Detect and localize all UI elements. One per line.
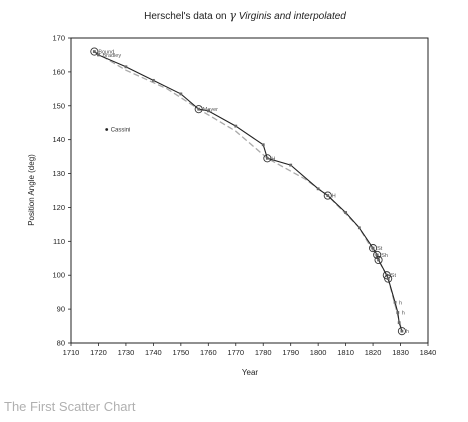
observation-point	[396, 311, 400, 314]
x-tick-label: 1740	[145, 348, 162, 357]
interpolated-line	[94, 50, 403, 332]
observation-label: Mayer	[203, 107, 218, 113]
x-tick-label: 1800	[310, 348, 327, 357]
observation-label: h	[399, 300, 402, 306]
observation-point	[316, 187, 320, 191]
observation-point	[393, 300, 397, 304]
y-axis-label: Position Angle (deg)	[27, 154, 36, 226]
observation-label: h	[402, 311, 405, 317]
observation-point	[151, 78, 155, 82]
x-tick-label: 1780	[255, 348, 272, 357]
observation-ring	[194, 105, 203, 114]
observation-label: St	[391, 273, 397, 279]
x-axis-label: Year	[242, 368, 259, 377]
observation-point	[357, 226, 361, 230]
figure-caption: The First Scatter Chart	[4, 399, 136, 414]
y-axis: 80 90 100 110 120 130 140 150 160 170	[52, 34, 71, 348]
observation-point	[197, 107, 201, 111]
y-tick-label: 80	[57, 339, 65, 348]
observation-ring	[369, 244, 378, 253]
observation-label: Bound	[98, 50, 114, 56]
observation-ring	[397, 327, 406, 336]
x-tick-label: 1720	[90, 348, 107, 357]
observation-point	[179, 92, 183, 96]
observation-ring	[384, 274, 393, 283]
outlier-label: Cassini	[111, 128, 131, 134]
observation-ring	[373, 250, 382, 259]
y-tick-label: 160	[52, 67, 65, 76]
x-tick-label: 1730	[118, 348, 135, 357]
observation-point	[400, 329, 404, 333]
outlier-point	[105, 128, 109, 131]
observation-point	[265, 156, 269, 160]
x-axis: 1710 1720 1730 1740 1750 1760 1770 1780 1790 1800…	[63, 343, 437, 357]
y-tick-label: 120	[52, 203, 65, 212]
y-tick-label: 150	[52, 101, 65, 110]
scatter-chart: Herschel's data on γ Virginis and interp…	[27, 9, 437, 377]
observation-point	[97, 53, 100, 57]
x-tick-label: 1760	[200, 348, 217, 357]
observation-point	[326, 194, 330, 197]
x-tick-label: 1750	[173, 348, 190, 357]
observation-point	[375, 253, 379, 257]
x-tick-label: 1840	[420, 348, 437, 357]
x-tick-label: 1710	[63, 348, 80, 357]
observation-point	[289, 163, 293, 167]
observation-point	[124, 65, 128, 69]
observation-point	[371, 246, 375, 250]
observation-label: h	[406, 329, 409, 335]
y-tick-label: 140	[52, 135, 65, 144]
observation-label: H	[271, 156, 275, 162]
x-tick-label: 1810	[337, 348, 354, 357]
observation-ring	[323, 191, 332, 200]
y-tick-label: 130	[52, 169, 65, 178]
observed-line	[93, 51, 403, 332]
y-tick-label: 110	[53, 237, 65, 246]
observation-ring	[263, 154, 272, 163]
x-tick-label: 1830	[392, 348, 409, 357]
observation-point	[397, 321, 401, 325]
x-tick-label: 1770	[227, 348, 244, 357]
observation-label: Bradley	[102, 53, 121, 59]
plot-frame	[70, 37, 429, 344]
observation-label: Sh	[381, 253, 388, 259]
y-tick-label: 100	[52, 271, 65, 280]
observation-point	[386, 277, 390, 281]
x-tick-label: 1820	[365, 348, 382, 357]
observation-point	[234, 124, 238, 128]
observation-point	[344, 211, 348, 214]
observation-point	[206, 109, 210, 113]
observation-label: St	[377, 246, 383, 252]
y-tick-label: 90	[57, 305, 65, 314]
observation-ring	[374, 255, 383, 265]
observation-point	[377, 258, 380, 262]
observation-label: H	[332, 194, 336, 200]
observation-ring	[90, 47, 99, 56]
observation-point	[261, 143, 265, 147]
y-tick-label: 170	[52, 34, 65, 43]
x-tick-label: 1790	[282, 348, 299, 357]
chart-title: Herschel's data on γ Virginis and interp…	[144, 9, 346, 22]
observation-point	[92, 50, 96, 53]
